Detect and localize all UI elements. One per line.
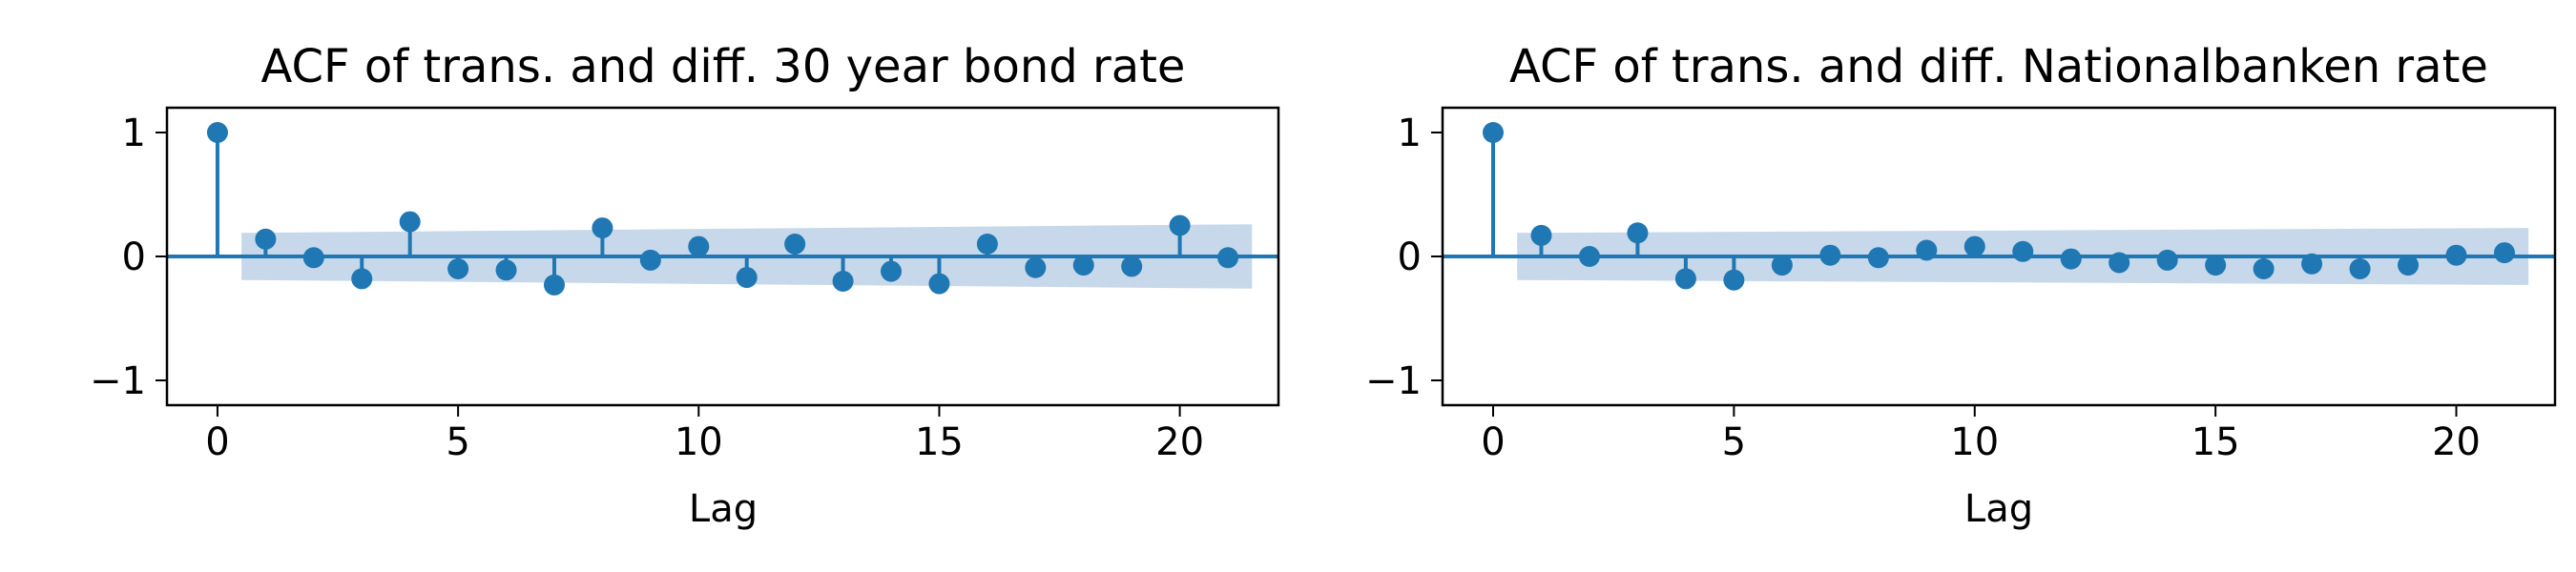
y-tick-label: 1 [122, 112, 146, 155]
acf-point [639, 249, 661, 271]
acf-point [1025, 256, 1047, 278]
x-tick-label: 15 [915, 420, 964, 464]
acf-point [1578, 246, 1600, 267]
acf-point [928, 273, 950, 295]
x-tick-label: 10 [675, 420, 723, 464]
acf-point [2253, 258, 2275, 279]
x-tick-label: 0 [1481, 420, 1505, 464]
x-tick-label: 5 [446, 420, 469, 464]
acf-point [1723, 269, 1745, 291]
plot-area [1443, 122, 2555, 291]
acf-point [1674, 268, 1696, 290]
acf-point [2494, 242, 2515, 264]
acf-point [832, 271, 854, 292]
acf-point [736, 267, 758, 289]
acf-point [2445, 244, 2467, 266]
acf-point [1963, 235, 1985, 257]
x-tick-label: 0 [205, 420, 229, 464]
acf-point [255, 228, 277, 250]
plot-area [167, 122, 1278, 296]
acf-point [543, 274, 565, 296]
acf-point [2109, 252, 2130, 274]
y-tick-label: −1 [90, 359, 146, 403]
acf-point [688, 235, 710, 257]
acf-point [592, 217, 613, 239]
acf-point [1072, 255, 1094, 276]
acf-point [1483, 122, 1504, 143]
x-tick-label: 15 [2192, 420, 2240, 464]
x-tick-label: 20 [1155, 420, 1204, 464]
acf-point [1916, 239, 1938, 261]
chart-title: ACF of trans. and diff. Nationalbanken r… [1509, 40, 2488, 93]
acf-point [351, 268, 373, 290]
acf-point [1819, 244, 1841, 266]
acf-panel-bond-rate: ACF of trans. and diff. 30 year bond rat… [90, 40, 1280, 531]
chart-title: ACF of trans. and diff. 30 year bond rat… [261, 40, 1186, 93]
acf-point [2301, 253, 2323, 275]
acf-point [881, 260, 903, 282]
acf-point [2349, 258, 2371, 279]
acf-point [2156, 249, 2178, 271]
acf-point [1867, 247, 1889, 269]
acf-point [1121, 255, 1143, 277]
acf-point [399, 211, 421, 233]
acf-point [2012, 240, 2034, 262]
acf-point [1217, 247, 1239, 269]
acf-point [1627, 222, 1649, 244]
x-axis-label: Lag [689, 487, 758, 531]
y-tick-label: −1 [1365, 359, 1422, 403]
x-tick-label: 5 [1722, 420, 1746, 464]
x-tick-label: 10 [1950, 420, 1999, 464]
acf-point [1530, 224, 1552, 246]
x-tick-label: 20 [2432, 420, 2481, 464]
acf-point [1771, 255, 1793, 276]
acf-point [2205, 255, 2227, 276]
acf-point [206, 122, 228, 143]
acf-point [1169, 214, 1191, 236]
acf-point [2060, 248, 2082, 270]
x-axis-label: Lag [1964, 487, 2033, 531]
y-tick-label: 1 [1398, 112, 1422, 155]
acf-point [447, 258, 469, 279]
acf-point [784, 234, 806, 255]
acf-panel-nationalbanken-rate: ACF of trans. and diff. Nationalbanken r… [1365, 40, 2557, 531]
acf-point [976, 234, 998, 255]
y-tick-label: 0 [122, 235, 146, 279]
acf-point [495, 259, 517, 281]
acf-point [2398, 255, 2420, 276]
acf-point [302, 247, 324, 269]
y-tick-label: 0 [1398, 235, 1422, 279]
